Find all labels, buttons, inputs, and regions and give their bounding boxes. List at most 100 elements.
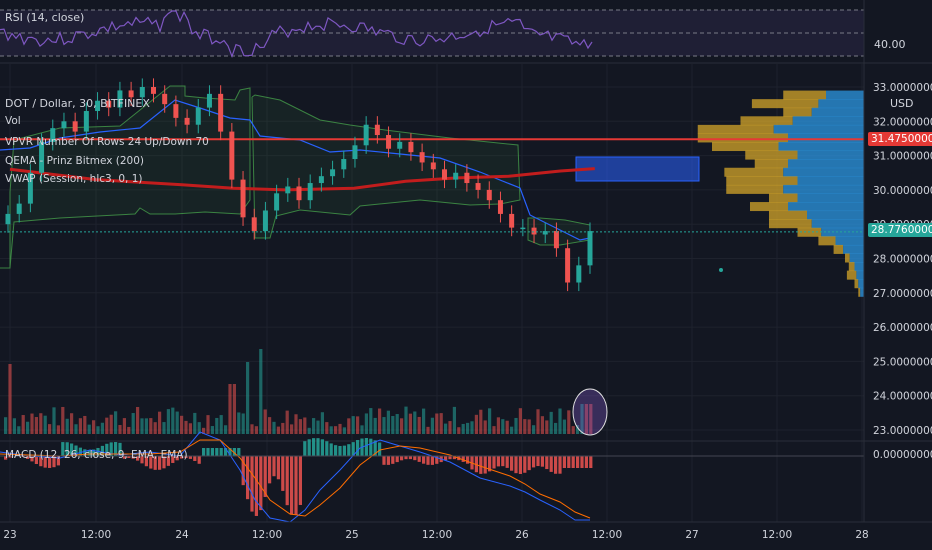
macd-bar — [466, 456, 470, 464]
macd-bar — [166, 456, 170, 466]
volume-bar — [52, 407, 56, 434]
macd-bar — [408, 456, 412, 460]
macd-bar — [351, 442, 355, 456]
macd-bar — [435, 456, 439, 464]
macd-bar — [501, 456, 505, 467]
candle-body — [162, 93, 168, 105]
macd-title[interactable]: MACD (12, 26, close, 9, EMA, EMA) — [5, 449, 188, 461]
volume-bar — [567, 410, 571, 434]
macd-bar — [144, 456, 148, 467]
candle-body — [419, 152, 425, 163]
macd-bar — [422, 456, 426, 464]
volume-bar — [452, 406, 456, 434]
candles — [5, 78, 593, 292]
macd-bar — [96, 447, 100, 456]
candle-body — [95, 100, 101, 112]
volume-bar — [92, 420, 96, 434]
rsi-pane[interactable] — [0, 8, 864, 59]
macd-bar — [474, 456, 478, 473]
candle-body — [128, 90, 134, 98]
volume-bar — [268, 417, 272, 434]
macd-bar — [56, 456, 60, 466]
candle-body — [363, 124, 369, 146]
volume-bar — [158, 411, 162, 434]
candle-body — [352, 145, 358, 160]
indicator-vpvr[interactable]: VPVR Number Of Rows 24 Up/Down 70 — [5, 136, 209, 148]
candle-body — [307, 183, 313, 201]
candle-body — [464, 172, 470, 184]
candle-body — [576, 265, 582, 283]
macd-bar — [105, 443, 109, 456]
volume-bar — [34, 417, 38, 434]
volume-bar — [17, 426, 21, 434]
volume-bar — [219, 415, 223, 434]
candle-body — [497, 200, 503, 214]
volume-bar — [488, 408, 492, 434]
volume-bar — [65, 418, 69, 434]
time-tick-label: 26 — [515, 529, 529, 541]
macd-bar — [417, 456, 421, 462]
volume-bar — [413, 411, 417, 434]
macd-bar — [290, 456, 294, 515]
volume-bar — [307, 427, 311, 434]
indicator-vol[interactable]: Vol — [5, 115, 21, 127]
macd-bar — [373, 440, 377, 456]
volume-bar — [114, 411, 118, 434]
volume-bar — [391, 416, 395, 434]
macd-bar — [479, 456, 483, 474]
volume-bar — [56, 425, 60, 434]
volume-bar — [329, 426, 333, 434]
volume-bar — [184, 420, 188, 434]
macd-bar — [527, 456, 531, 471]
indicator-vwap[interactable]: VWAP (Session, hlc3, 0, 1) — [5, 173, 143, 185]
macd-bar — [228, 448, 232, 456]
macd-bar — [61, 442, 65, 456]
macd-bar — [153, 456, 157, 470]
macd-bar — [202, 448, 206, 456]
volume-bars — [4, 349, 593, 434]
candle-body — [531, 227, 537, 235]
rsi-line — [0, 10, 593, 59]
vpvr-up-bar — [773, 124, 864, 134]
indicator-qema[interactable]: QEMA - Prinz Bitmex (200) — [5, 155, 145, 167]
candle-body — [218, 93, 224, 132]
volume-bar — [26, 421, 30, 434]
volume-bar — [501, 419, 505, 434]
macd-bar — [92, 449, 96, 456]
macd-bar — [571, 456, 575, 468]
volume-bar — [386, 410, 390, 434]
vpvr-up-bar — [797, 193, 864, 203]
macd-bar — [171, 456, 175, 463]
volume-bar — [554, 422, 558, 434]
macd-bar — [426, 456, 430, 465]
time-axis[interactable]: 23 12:00 24 12:00 25 12:00 26 12:00 27 12:00 28 — [3, 529, 868, 541]
volume-bar — [549, 411, 553, 434]
volume-bar — [562, 419, 566, 434]
volume-bar — [87, 424, 91, 434]
macd-bar — [232, 448, 236, 456]
macd-bar — [52, 456, 56, 468]
price-axis[interactable]: 33.00000000 32.00000000 31.00000000 30.0000… — [873, 82, 932, 437]
candle-body — [72, 121, 78, 132]
macd-bar — [136, 456, 140, 461]
volume-bar — [39, 413, 43, 434]
symbol-title[interactable]: DOT / Dollar, 30, BITFINEX — [5, 97, 150, 110]
volume-bar — [426, 426, 430, 434]
vpvr-down-bar — [833, 244, 844, 254]
vpvr-up-bar — [807, 210, 864, 220]
volume-bar — [320, 412, 324, 434]
volume-bar — [232, 384, 236, 434]
volume-highlight[interactable] — [572, 388, 608, 436]
annotation-box[interactable] — [575, 156, 700, 182]
volume-bar — [435, 413, 439, 434]
volume-bar — [43, 415, 47, 434]
volume-bar — [408, 413, 412, 434]
time-tick-label: 24 — [175, 529, 189, 541]
macd-bar — [246, 456, 250, 500]
macd-zero-label: 0.00000000 — [873, 449, 932, 461]
macd-bar — [540, 456, 544, 467]
volume-bar — [246, 362, 250, 434]
volume-bar — [589, 404, 593, 434]
volume-bar — [171, 407, 175, 434]
